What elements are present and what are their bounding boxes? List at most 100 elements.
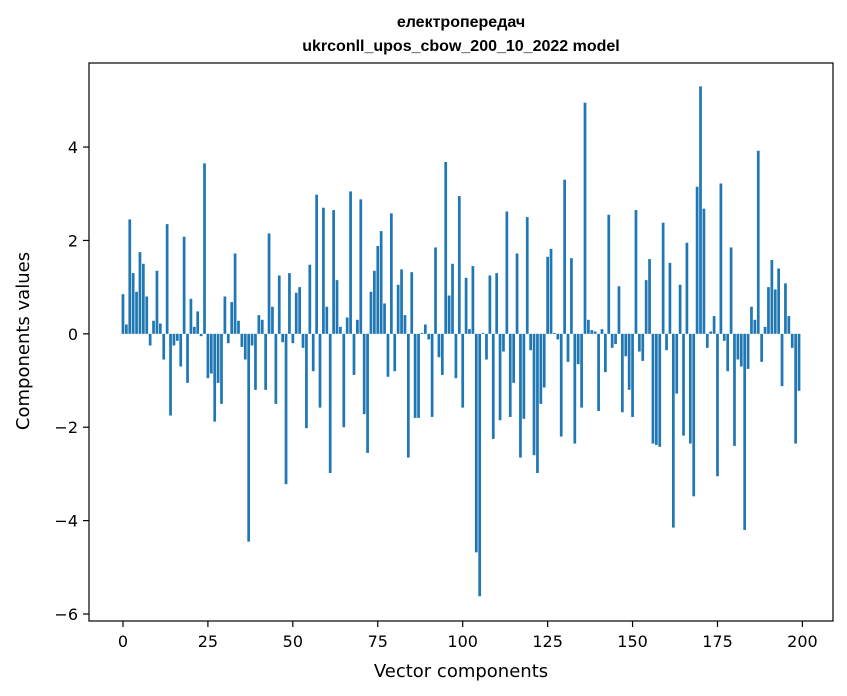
bar-93 [437, 333, 441, 358]
bar-69 [356, 319, 359, 334]
bar-14 [169, 333, 172, 416]
bar-9 [152, 320, 155, 334]
bar-92 [434, 247, 437, 334]
bar-87 [417, 333, 420, 418]
bar-88 [420, 332, 424, 334]
bar-190 [767, 287, 770, 334]
x-tick-label: 150 [617, 632, 648, 651]
y-tick-label: 4 [68, 138, 78, 157]
bar-148 [624, 333, 628, 357]
bar-187 [756, 150, 760, 334]
bar-4 [135, 291, 138, 334]
bar-55 [308, 264, 312, 334]
bar-70 [359, 199, 363, 334]
x-tick-label: 75 [368, 632, 388, 651]
bar-142 [604, 333, 607, 373]
bar-13 [165, 224, 169, 334]
bar-133 [573, 333, 577, 444]
bar-18 [182, 236, 186, 334]
bar-17 [179, 333, 183, 367]
bar-143 [607, 214, 611, 334]
bar-79 [390, 213, 393, 334]
bar-46 [277, 275, 281, 334]
bar-26 [209, 333, 213, 374]
bar-77 [383, 303, 386, 334]
bar-150 [631, 333, 634, 417]
bar-155 [648, 259, 651, 334]
bar-106 [481, 332, 485, 334]
y-axis-label: Components values [13, 252, 34, 430]
bar-24 [203, 163, 206, 334]
bar-85 [410, 272, 414, 334]
bar-156 [651, 333, 655, 444]
bar-50 [291, 333, 295, 344]
bar-189 [763, 326, 767, 334]
bar-59 [322, 207, 325, 334]
bar-15 [172, 333, 176, 346]
bar-160 [665, 333, 668, 351]
bar-30 [223, 296, 227, 334]
bar-95 [444, 161, 448, 334]
y-tick-label: −6 [54, 605, 78, 624]
bar-73 [369, 291, 373, 334]
bar-104 [474, 333, 478, 553]
bar-5 [138, 252, 142, 334]
bar-115 [512, 333, 516, 383]
bar-86 [413, 333, 417, 418]
bar-103 [471, 266, 475, 334]
y-tick-label: −2 [54, 418, 78, 437]
bar-159 [661, 222, 665, 334]
bar-29 [220, 333, 223, 404]
bar-75 [376, 246, 380, 334]
bar-2 [128, 219, 132, 334]
bar-126 [549, 248, 553, 334]
chart-title-line2: ukrconll_upos_cbow_200_10_2022 model [302, 38, 619, 55]
bar-199 [797, 333, 801, 391]
bar-145 [614, 333, 617, 345]
bar-197 [790, 333, 794, 348]
x-tick-label: 0 [118, 632, 128, 651]
bar-163 [675, 333, 679, 394]
bar-118 [522, 333, 526, 419]
bar-99 [457, 196, 461, 334]
bar-116 [515, 253, 519, 334]
bar-91 [430, 333, 434, 417]
bar-192 [773, 289, 777, 334]
bar-48 [284, 333, 288, 485]
bar-65 [342, 333, 346, 428]
bar-1 [125, 324, 128, 334]
bar-176 [719, 183, 723, 334]
bar-16 [175, 333, 179, 341]
bar-62 [332, 210, 335, 334]
bar-32 [230, 302, 234, 334]
bar-131 [566, 333, 570, 362]
bar-42 [264, 333, 268, 390]
x-tick-label: 175 [702, 632, 733, 651]
x-axis-ticks: 0 25 50 75 100 125 150 175 200 [118, 621, 818, 651]
bar-165 [682, 333, 685, 436]
x-tick-label: 50 [283, 632, 303, 651]
bar-108 [488, 275, 492, 334]
bar-139 [593, 331, 597, 334]
bar-117 [519, 333, 522, 458]
bar-76 [379, 231, 383, 334]
bar-22 [196, 311, 200, 334]
bar-78 [386, 333, 390, 377]
bar-194 [780, 333, 784, 387]
bar-34 [237, 320, 240, 334]
bar-101 [464, 277, 468, 334]
bar-186 [753, 319, 757, 334]
bar-41 [260, 319, 264, 334]
bar-7 [145, 296, 149, 334]
bar-138 [590, 330, 594, 334]
bar-158 [658, 333, 662, 447]
bar-153 [641, 333, 645, 361]
bar-124 [542, 333, 546, 388]
bar-12 [162, 333, 166, 360]
bar-193 [777, 268, 780, 334]
bar-141 [600, 329, 604, 334]
bar-98 [454, 333, 458, 379]
bar-121 [532, 333, 536, 456]
bar-161 [668, 262, 672, 334]
bar-40 [257, 315, 261, 334]
